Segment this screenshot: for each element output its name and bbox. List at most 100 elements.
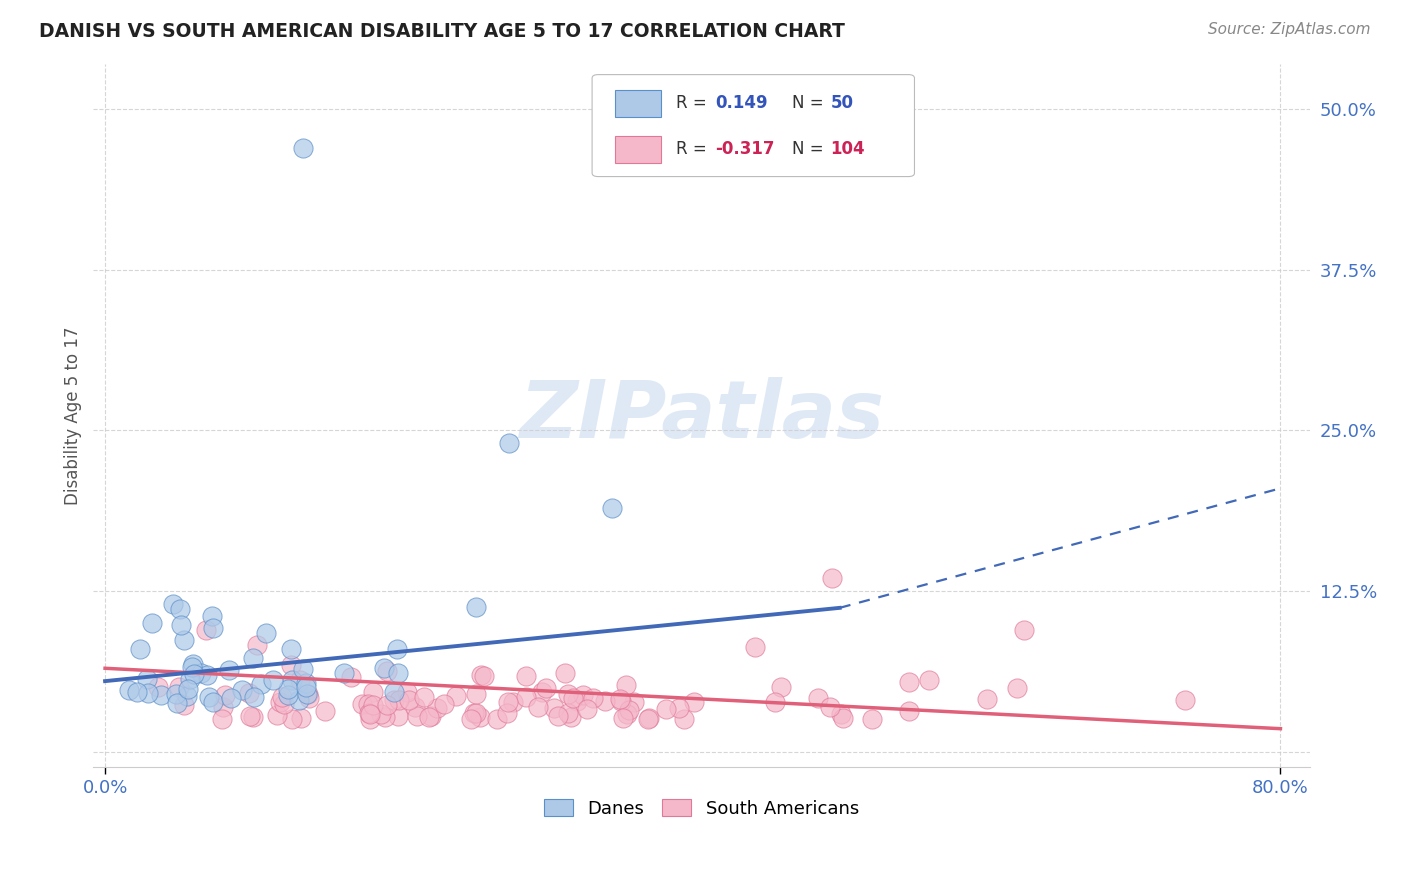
Point xyxy=(374,709,396,723)
Point xyxy=(136,686,159,700)
Point xyxy=(406,708,429,723)
Point xyxy=(831,711,853,725)
Point xyxy=(269,696,291,710)
Point xyxy=(249,677,271,691)
Point xyxy=(177,682,200,697)
Point xyxy=(485,712,508,726)
Point xyxy=(560,710,582,724)
Point xyxy=(744,640,766,654)
Point xyxy=(181,657,204,672)
Text: 0.149: 0.149 xyxy=(716,95,768,112)
Point xyxy=(333,666,356,681)
Point xyxy=(361,698,384,713)
Point xyxy=(860,712,883,726)
Point xyxy=(350,697,373,711)
Point xyxy=(211,712,233,726)
Point xyxy=(298,690,321,705)
Text: N =: N = xyxy=(792,95,824,112)
Point xyxy=(339,670,361,684)
Point xyxy=(398,693,420,707)
Point xyxy=(375,698,398,712)
Point xyxy=(468,710,491,724)
Point xyxy=(420,709,443,723)
Point xyxy=(404,700,426,714)
Legend: Danes, South Americans: Danes, South Americans xyxy=(537,792,866,825)
Point xyxy=(515,690,537,705)
Point xyxy=(502,695,524,709)
Point xyxy=(638,711,661,725)
Point xyxy=(183,666,205,681)
Point xyxy=(683,695,706,709)
Point xyxy=(295,687,318,701)
Point xyxy=(465,687,488,701)
Point xyxy=(280,657,302,672)
Point xyxy=(176,689,198,703)
Point xyxy=(426,701,449,715)
Point xyxy=(314,704,336,718)
Point xyxy=(557,687,579,701)
Point xyxy=(1012,623,1035,637)
Point xyxy=(173,633,195,648)
Point xyxy=(617,703,640,717)
Point xyxy=(470,668,492,682)
Point xyxy=(530,685,553,699)
Point xyxy=(242,651,264,665)
Text: 50: 50 xyxy=(831,95,853,112)
Point xyxy=(170,618,193,632)
Point xyxy=(195,623,218,637)
Point xyxy=(212,699,235,714)
Point xyxy=(897,704,920,718)
Point xyxy=(387,708,409,723)
Point xyxy=(433,698,456,712)
Point xyxy=(218,663,240,677)
Point xyxy=(165,687,187,701)
Point xyxy=(273,697,295,711)
Point xyxy=(292,140,315,154)
Point xyxy=(672,712,695,726)
Point xyxy=(179,672,201,686)
Point xyxy=(295,676,318,690)
Point xyxy=(418,710,440,724)
Point xyxy=(527,700,550,714)
Point xyxy=(287,693,309,707)
Point xyxy=(281,673,304,688)
Point xyxy=(357,697,380,711)
Point xyxy=(395,685,418,699)
Point xyxy=(166,696,188,710)
Point xyxy=(595,694,617,708)
Point xyxy=(136,672,159,686)
Point xyxy=(465,706,488,721)
Point xyxy=(976,692,998,706)
Point xyxy=(387,642,409,657)
Point xyxy=(290,673,312,688)
Point xyxy=(167,680,190,694)
Point xyxy=(262,673,284,687)
Point xyxy=(246,639,269,653)
Point xyxy=(637,712,659,726)
Point xyxy=(600,500,623,515)
Point xyxy=(141,616,163,631)
Point xyxy=(763,695,786,709)
Point xyxy=(444,690,467,704)
Point xyxy=(515,669,537,683)
Point xyxy=(266,707,288,722)
Point xyxy=(357,706,380,720)
Point xyxy=(180,659,202,673)
Point xyxy=(614,678,637,692)
Point xyxy=(465,599,488,614)
Point xyxy=(554,666,576,681)
Point xyxy=(198,690,221,704)
Point xyxy=(565,694,588,708)
Point xyxy=(387,665,409,680)
Text: DANISH VS SOUTH AMERICAN DISABILITY AGE 5 TO 17 CORRELATION CHART: DANISH VS SOUTH AMERICAN DISABILITY AGE … xyxy=(39,22,845,41)
Y-axis label: Disability Age 5 to 17: Disability Age 5 to 17 xyxy=(65,326,82,505)
Point xyxy=(668,701,690,715)
Point xyxy=(807,691,830,706)
FancyBboxPatch shape xyxy=(592,75,914,177)
Point xyxy=(297,687,319,701)
Point xyxy=(202,695,225,709)
Point xyxy=(190,666,212,681)
Point xyxy=(195,667,218,681)
FancyBboxPatch shape xyxy=(616,90,661,117)
Text: ZIPatlas: ZIPatlas xyxy=(519,376,884,455)
